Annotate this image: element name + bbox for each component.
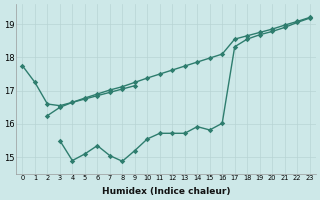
X-axis label: Humidex (Indice chaleur): Humidex (Indice chaleur) xyxy=(102,187,230,196)
